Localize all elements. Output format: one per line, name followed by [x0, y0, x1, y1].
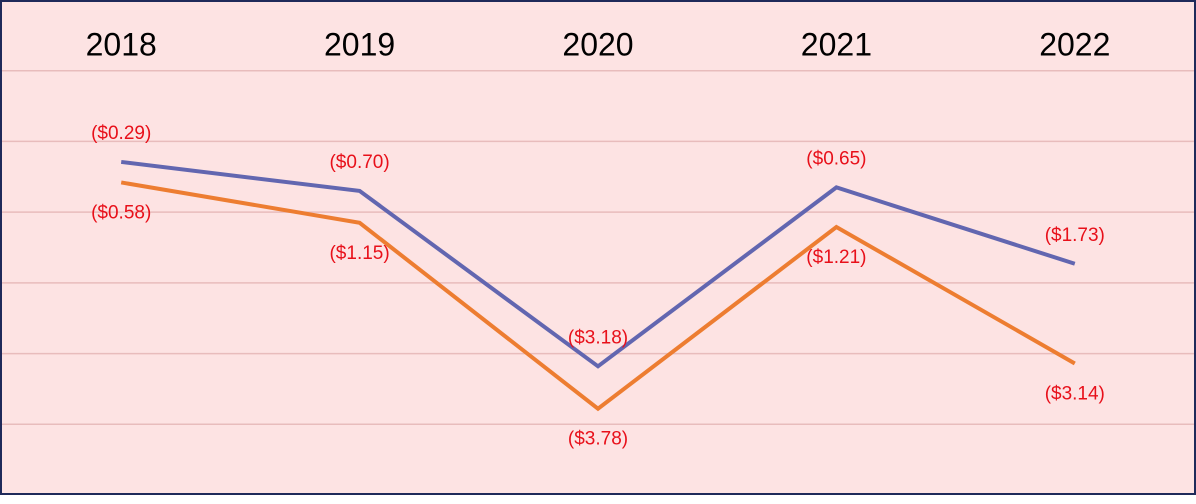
value-label: ($3.78) — [568, 429, 628, 450]
value-label: ($1.73) — [1045, 225, 1105, 246]
value-label: ($1.15) — [329, 243, 389, 264]
value-label: ($0.65) — [806, 148, 866, 169]
x-tick-label: 2020 — [562, 26, 633, 62]
value-label: ($3.14) — [1045, 383, 1105, 404]
x-tick-label: 2019 — [324, 26, 395, 62]
x-tick-label: 2021 — [801, 26, 872, 62]
value-label: ($3.18) — [568, 327, 628, 348]
value-label: ($0.58) — [91, 202, 151, 223]
series-line — [120, 159, 1076, 369]
value-label: ($0.29) — [91, 123, 151, 144]
series-line — [120, 180, 1076, 412]
x-tick-label: 2018 — [86, 26, 157, 62]
value-label: ($1.21) — [806, 247, 866, 268]
value-label: ($0.70) — [329, 152, 389, 173]
x-tick-label: 2022 — [1039, 26, 1110, 62]
